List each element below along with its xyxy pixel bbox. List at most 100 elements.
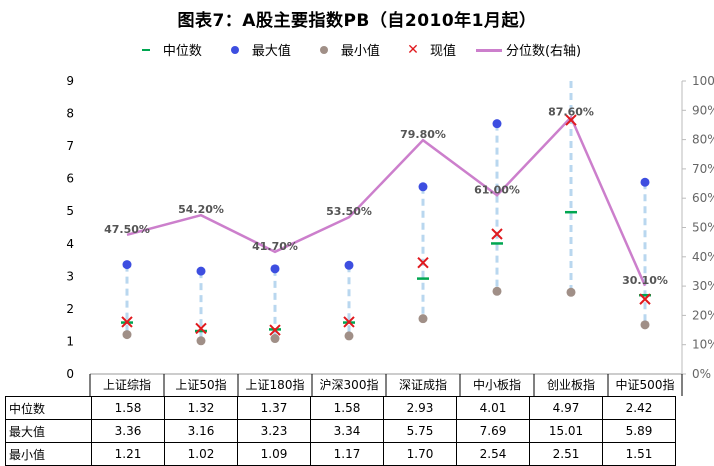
right-tick-label: 80% bbox=[692, 133, 714, 147]
table-cell: 1.17 bbox=[310, 442, 384, 466]
table-row: 中位数 1.58 1.32 1.37 1.58 2.93 4.01 4.97 2.42 bbox=[5, 396, 676, 420]
min-point bbox=[640, 320, 650, 330]
table-cell: 3.16 bbox=[164, 419, 238, 443]
left-tick-label: 2 bbox=[66, 302, 74, 316]
median-marker-icon bbox=[133, 43, 159, 57]
line-icon bbox=[475, 43, 502, 57]
category-label: 沪深300指 bbox=[320, 377, 379, 392]
legend-item-current[interactable]: ✕ 现值 bbox=[400, 40, 456, 60]
table-cell: 5.75 bbox=[383, 419, 457, 443]
legend-item-percentile[interactable]: 分位数(右轴) bbox=[475, 40, 582, 59]
table-cell: 1.58 bbox=[310, 396, 384, 420]
max-dot-icon bbox=[222, 43, 248, 57]
min-point bbox=[122, 330, 132, 340]
current-point bbox=[195, 322, 207, 335]
category-label: 上证50指 bbox=[175, 377, 226, 392]
current-point bbox=[565, 114, 577, 126]
table-cell: 1.09 bbox=[237, 442, 311, 466]
right-tick-label: 90% bbox=[692, 103, 714, 117]
table-cell: 1.32 bbox=[164, 396, 238, 420]
min-point bbox=[418, 314, 428, 324]
min-point bbox=[566, 287, 576, 297]
left-tick-label: 8 bbox=[66, 107, 74, 121]
legend-label-median: 中位数 bbox=[162, 44, 202, 59]
data-table: 中位数 1.58 1.32 1.37 1.58 2.93 4.01 4.97 2.42 最大值 3.… bbox=[5, 396, 676, 466]
table-cell: 4.97 bbox=[529, 396, 603, 420]
legend-label-min: 最小值 bbox=[340, 44, 380, 59]
current-point bbox=[343, 316, 355, 328]
table-row-header: 最大值 bbox=[5, 419, 92, 443]
table-cell: 1.70 bbox=[383, 442, 457, 466]
min-point bbox=[492, 286, 502, 296]
right-tick-label: 70% bbox=[692, 162, 714, 176]
percentile-label: 30.10% bbox=[622, 274, 668, 287]
left-tick-label: 1 bbox=[66, 334, 74, 348]
left-tick-label: 5 bbox=[66, 204, 74, 218]
legend-item-median[interactable]: 中位数 bbox=[133, 40, 202, 59]
category-label: 中证500指 bbox=[616, 377, 675, 392]
table-cell: 1.21 bbox=[91, 442, 165, 466]
table-cell: 1.58 bbox=[91, 396, 165, 420]
left-tick-label: 0 bbox=[66, 367, 74, 381]
min-dot-icon bbox=[311, 43, 337, 57]
right-tick-label: 50% bbox=[692, 221, 714, 235]
category-label: 深证成指 bbox=[399, 377, 447, 392]
chart-plot: 01234567890%10%20%30%40%50%60%70%80%90%1… bbox=[66, 74, 714, 396]
current-point bbox=[491, 228, 503, 240]
table-cell: 1.51 bbox=[602, 442, 676, 466]
legend-item-min[interactable]: 最小值 bbox=[311, 40, 380, 59]
table-cell: 1.37 bbox=[237, 396, 311, 420]
cross-icon: ✕ bbox=[407, 41, 419, 58]
max-point bbox=[418, 182, 428, 192]
min-point bbox=[270, 334, 280, 344]
left-tick-label: 4 bbox=[66, 237, 74, 251]
table-row-header: 最小值 bbox=[5, 442, 92, 466]
percentile-line bbox=[126, 115, 647, 287]
min-point bbox=[196, 336, 206, 346]
right-tick-label: 40% bbox=[692, 250, 714, 264]
left-tick-label: 3 bbox=[66, 269, 74, 283]
left-tick-label: 6 bbox=[66, 172, 74, 186]
left-tick-label: 9 bbox=[66, 74, 74, 88]
right-tick-label: 20% bbox=[692, 308, 714, 322]
legend-label-percentile: 分位数(右轴) bbox=[505, 44, 582, 59]
right-tick-label: 100% bbox=[692, 74, 714, 88]
table-cell: 3.23 bbox=[237, 419, 311, 443]
table-row: 最大值 3.36 3.16 3.23 3.34 5.75 7.69 15.01 5.89 bbox=[5, 419, 676, 443]
percentile-label: 41.70% bbox=[252, 240, 298, 253]
table-row: 最小值 1.21 1.02 1.09 1.17 1.70 2.54 2.51 1.51 bbox=[5, 442, 676, 466]
percentile-label: 53.50% bbox=[326, 205, 372, 218]
table-cell: 7.69 bbox=[456, 419, 530, 443]
min-point bbox=[344, 331, 354, 341]
current-point bbox=[269, 324, 281, 336]
current-point bbox=[417, 256, 429, 269]
percentile-label: 54.20% bbox=[178, 203, 224, 216]
right-tick-label: 30% bbox=[692, 279, 714, 293]
category-label: 上证综指 bbox=[103, 377, 151, 392]
table-cell: 15.01 bbox=[529, 419, 603, 443]
max-point bbox=[640, 177, 650, 187]
current-point bbox=[639, 293, 651, 305]
table-cell: 1.02 bbox=[164, 442, 238, 466]
category-label: 上证180指 bbox=[246, 377, 305, 392]
chart-title: 图表7：A股主要指数PB（自2010年1月起） bbox=[177, 11, 537, 31]
table-cell: 2.51 bbox=[529, 442, 603, 466]
percentile-label: 79.80% bbox=[400, 128, 446, 141]
left-tick-label: 7 bbox=[66, 139, 74, 153]
category-label: 创业板指 bbox=[547, 377, 595, 392]
table-cell: 2.93 bbox=[383, 396, 457, 420]
current-point bbox=[121, 316, 133, 328]
table-cell: 2.54 bbox=[456, 442, 530, 466]
legend-item-max[interactable]: 最大值 bbox=[222, 40, 291, 59]
legend-label-current: 现值 bbox=[429, 44, 456, 59]
max-point bbox=[122, 260, 132, 270]
table-cell: 5.89 bbox=[602, 419, 676, 443]
max-point bbox=[344, 260, 354, 270]
max-point bbox=[196, 266, 206, 276]
percentile-label: 47.50% bbox=[104, 223, 150, 236]
percentile-label: 61.00% bbox=[474, 183, 520, 196]
right-tick-label: 0% bbox=[692, 367, 711, 381]
table-cell: 2.42 bbox=[602, 396, 676, 420]
table-row-header: 中位数 bbox=[5, 396, 92, 420]
table-cell: 3.36 bbox=[91, 419, 165, 443]
